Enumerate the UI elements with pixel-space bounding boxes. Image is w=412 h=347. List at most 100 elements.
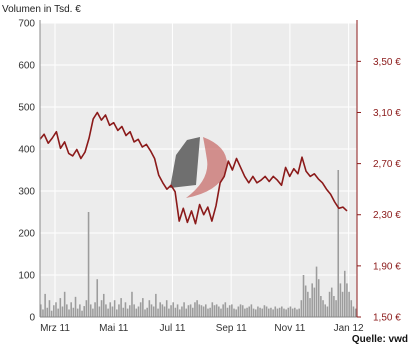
x-axis-tick-label: Jul 11 [159, 323, 185, 334]
volume-bar [133, 304, 135, 317]
volume-bar [228, 305, 231, 317]
volume-bar [131, 291, 133, 317]
left-axis-tick-label: 500 [18, 103, 35, 114]
left-axis-tick-label: 300 [18, 187, 35, 198]
volume-bar [81, 310, 83, 317]
volume-bar [304, 285, 307, 317]
volume-bar [313, 287, 316, 317]
volume-bar [92, 308, 94, 317]
x-axis-tick-label: Mai 11 [99, 323, 129, 334]
volume-bar [302, 275, 305, 317]
x-axis-tick-label: Nov 11 [274, 323, 305, 334]
volume-bar [237, 306, 240, 317]
volume-bar [146, 307, 148, 317]
volume-bar [44, 293, 46, 317]
volume-bar [294, 307, 296, 317]
volume-bar [115, 309, 118, 317]
right-axis-tick-label: 3,50 € [373, 57, 401, 68]
volume-bar [246, 307, 248, 317]
volume-bar [300, 300, 303, 317]
right-axis-tick-label: 1,50 € [373, 313, 401, 324]
volume-bar [263, 305, 266, 317]
volume-bar [155, 293, 157, 317]
volume-bar [350, 300, 353, 317]
volume-bar [209, 307, 211, 317]
volume-bar [142, 298, 144, 317]
volume-bar [252, 308, 255, 317]
volume-bar [98, 306, 101, 317]
volume-bar [120, 298, 122, 317]
volume-bar [63, 291, 66, 317]
volume-bar [333, 296, 335, 317]
volume-bar [183, 302, 185, 317]
volume-bar [265, 306, 268, 317]
volume-bar [328, 291, 331, 317]
volume-bar [341, 291, 344, 317]
volume-bar [144, 309, 146, 317]
volume-bar [148, 300, 151, 317]
volume-bar [352, 306, 355, 317]
volume-bar [165, 300, 168, 317]
volume-bar [79, 304, 81, 317]
left-axis-tick-label: 200 [18, 229, 35, 240]
volume-bar [346, 283, 348, 317]
volume-bar [72, 307, 75, 317]
volume-bar [57, 308, 59, 317]
volume-bar [89, 304, 92, 317]
x-axis-tick-label: Mrz 11 [40, 323, 70, 334]
volume-bar [40, 304, 42, 317]
volume-bar [274, 306, 277, 317]
volume-bar [129, 305, 131, 317]
volume-bar [159, 302, 161, 317]
volume-bar [259, 307, 261, 317]
volume-bar [296, 309, 298, 317]
volume-bar [326, 306, 329, 317]
volume-bar [330, 287, 333, 317]
volume-bar [218, 306, 220, 317]
volume-bar [46, 307, 49, 317]
volume-bar [150, 304, 153, 317]
source-label: Quelle: vwd [352, 334, 408, 345]
volume-bar [170, 305, 172, 317]
volume-bar [68, 309, 70, 317]
watermark-logo-red [186, 137, 228, 198]
volume-bar [248, 306, 251, 317]
watermark-logo-dark [170, 137, 200, 188]
volume-bar [244, 308, 246, 317]
volume-bar [224, 302, 227, 317]
volume-bar [287, 307, 290, 317]
volume-bar [85, 300, 88, 317]
volume-bar [272, 309, 274, 317]
volume-bar [152, 306, 155, 317]
volume-bar [113, 300, 116, 317]
volume-bar [124, 302, 127, 317]
volume-bar [222, 304, 224, 317]
chart-title: Volumen in Tsd. € [2, 4, 81, 15]
volume-bar [343, 270, 346, 317]
volume-bar [298, 308, 300, 317]
volume-bar [283, 308, 285, 317]
volume-bar [83, 306, 85, 317]
volume-bar [118, 304, 120, 317]
volume-bar [307, 291, 309, 317]
volume-bar [122, 307, 125, 317]
volume-bar [66, 304, 68, 317]
volume-bar [309, 298, 311, 317]
volume-bar [178, 309, 181, 317]
volume-bar [311, 283, 313, 317]
volume-bar [270, 307, 272, 317]
volume-bar [320, 296, 322, 317]
volume-bar [289, 306, 292, 317]
volume-bar [194, 302, 196, 317]
x-axis-tick-label: Sep 11 [216, 323, 247, 334]
volume-bar [70, 302, 72, 317]
volume-bar [348, 291, 350, 317]
volume-bar [163, 306, 166, 317]
volume-bar [87, 212, 90, 317]
volume-bar [102, 293, 105, 317]
volume-bar [207, 308, 209, 317]
volume-bar [276, 308, 279, 317]
volume-bar [241, 305, 244, 317]
volume-bar [157, 308, 159, 317]
volume-bar [220, 308, 222, 317]
